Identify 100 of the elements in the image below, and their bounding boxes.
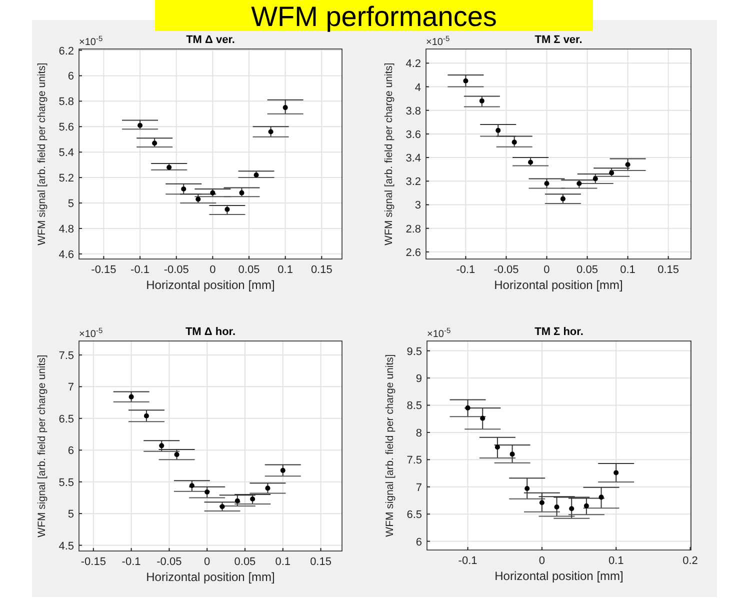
y-tick-label: 6.2 — [58, 45, 74, 58]
y-tick-label: 5.8 — [58, 96, 74, 108]
point — [512, 140, 517, 145]
y-tick-label: 3.6 — [406, 128, 421, 141]
point — [174, 452, 180, 458]
y-axis-title: WFM signal [arb. field per charge units] — [383, 62, 395, 246]
point — [576, 180, 582, 186]
point — [528, 160, 534, 165]
text: ×10$^{-5}$ — [426, 34, 450, 48]
x-tick-label: -0.05 — [494, 264, 519, 276]
y-tick-label: 4.2 — [406, 58, 421, 70]
chart-title: TM Σ hor. — [534, 326, 584, 338]
y-tick-label: 6 — [68, 445, 74, 458]
x-tick-label: 0.05 — [238, 264, 260, 276]
x-tick-label: 0.15 — [658, 264, 680, 276]
point — [465, 405, 470, 410]
y-tick-label: 9 — [416, 373, 422, 386]
point — [220, 504, 225, 510]
x-tick-label: 0.1 — [275, 556, 291, 568]
y-tick-label: 5.4 — [58, 147, 74, 160]
x-tick-label: 0.1 — [620, 264, 636, 276]
x-tick-label: -0.1 — [130, 264, 150, 276]
x-tick-label: -0.1 — [122, 556, 141, 568]
point — [592, 176, 598, 182]
point — [250, 496, 256, 502]
x-tick-label: 0 — [204, 556, 210, 568]
point — [128, 394, 134, 400]
x-axis-title: Horizontal position [mm] — [146, 278, 275, 292]
point — [560, 196, 566, 202]
y-tick-label: 9.5 — [406, 346, 422, 358]
point — [569, 506, 574, 512]
y-tick-label: 3 — [414, 200, 421, 212]
y-tick-label: 7 — [416, 482, 422, 494]
y-tick-label: 7 — [68, 382, 74, 394]
y-tick-label: 4.6 — [58, 248, 74, 261]
point — [144, 413, 149, 418]
x-tick-label: 0.15 — [310, 264, 332, 276]
x-axis-title: Horizontal position [mm] — [494, 278, 623, 292]
x-tick-label: 0 — [544, 264, 550, 276]
point — [239, 190, 244, 196]
point — [224, 206, 230, 212]
y-axis-title: WFM signal [arb. field per charge units] — [36, 354, 48, 538]
y-tick-label: 6.5 — [406, 509, 422, 522]
y-tick-label: 4 — [414, 82, 421, 94]
point — [584, 503, 589, 508]
x-tick-label: -0.05 — [156, 556, 182, 568]
point — [138, 122, 143, 128]
y-tick-label: 8 — [416, 427, 422, 440]
y-tick-label: 6 — [416, 536, 422, 548]
x-tick-label: 0.1 — [608, 555, 624, 567]
point — [265, 486, 270, 491]
x-tick-label: 0.05 — [234, 556, 256, 568]
x-tick-label: 0.15 — [310, 556, 332, 568]
x-tick-label: -0.15 — [80, 556, 106, 568]
point — [496, 128, 501, 133]
point — [510, 452, 515, 457]
point — [539, 500, 544, 506]
y-tick-label: 5.6 — [58, 122, 74, 134]
y-tick-label: 6.5 — [58, 413, 74, 426]
x-tick-label: -0.1 — [458, 555, 478, 567]
point — [234, 498, 240, 504]
point — [524, 486, 530, 492]
x-axis-title: Horizontal position [mm] — [494, 569, 624, 583]
point — [280, 468, 286, 473]
point — [609, 170, 614, 176]
x-tick-label: -0.15 — [91, 264, 116, 276]
y-tick-label: 4.5 — [58, 540, 74, 552]
text: ×10$^{-5}$ — [427, 326, 451, 340]
point — [189, 483, 194, 488]
y-tick-label: 2.6 — [406, 246, 421, 259]
point — [480, 416, 486, 421]
y-tick-label: 4.8 — [58, 223, 74, 236]
y-tick-label: 5.5 — [58, 476, 74, 489]
x-tick-label: 0 — [210, 264, 216, 276]
y-tick-label: 5 — [68, 198, 74, 210]
y-axis-title: WFM signal [arb. field per charge units] — [384, 354, 396, 537]
point — [159, 443, 164, 448]
x-tick-label: 0.2 — [682, 555, 698, 567]
y-tick-label: 5.2 — [58, 172, 74, 185]
point — [204, 489, 210, 495]
y-axis-title: WFM signal [arb. field per charge units] — [36, 62, 48, 246]
point — [463, 78, 468, 84]
point — [268, 129, 274, 134]
y-tick-label: 5 — [68, 508, 74, 521]
point — [494, 444, 500, 450]
point — [282, 105, 288, 110]
x-tick-label: -0.1 — [456, 264, 476, 276]
text: ×10$^{-5}$ — [79, 326, 103, 340]
chart-title: TM Σ ver. — [534, 34, 582, 46]
point — [196, 196, 201, 202]
x-axis-title: Horizontal position [mm] — [146, 570, 275, 584]
y-tick-label: 6 — [68, 70, 74, 83]
point — [181, 186, 186, 192]
point — [479, 98, 484, 104]
x-tick-label: 0.1 — [278, 264, 293, 276]
y-tick-label: 8.5 — [406, 400, 422, 412]
y-tick-label: 2.8 — [406, 223, 421, 236]
point — [625, 162, 630, 168]
point — [598, 494, 604, 500]
point — [614, 470, 619, 476]
